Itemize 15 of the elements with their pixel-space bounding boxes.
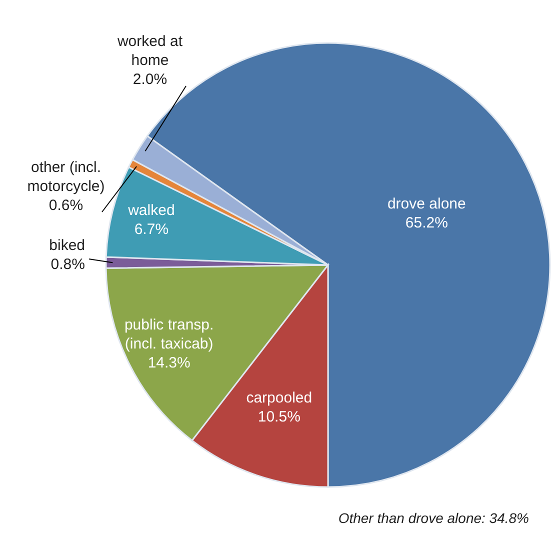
slice-label: drove alone xyxy=(387,196,466,213)
slice-label: biked xyxy=(49,236,85,254)
slice-label: public transp. (incl. taxicab) xyxy=(124,316,214,352)
slice-label: carpooled xyxy=(246,389,312,406)
slice-label: walked xyxy=(127,202,175,220)
data-label: 10.5% xyxy=(258,408,300,426)
data-label: 65.2% xyxy=(405,214,448,232)
data-label: 2.0% xyxy=(132,70,168,88)
slice-label: worked at home xyxy=(116,32,184,69)
text: Other than drove alone: 34.8% xyxy=(338,510,529,526)
data-label: 6.7% xyxy=(134,221,169,238)
data-label: 0.6% xyxy=(48,196,84,214)
data-label: 0.8% xyxy=(50,256,85,273)
slice-label: other (incl. motorcycle) xyxy=(27,158,105,195)
data-label: 14.3% xyxy=(148,354,190,372)
